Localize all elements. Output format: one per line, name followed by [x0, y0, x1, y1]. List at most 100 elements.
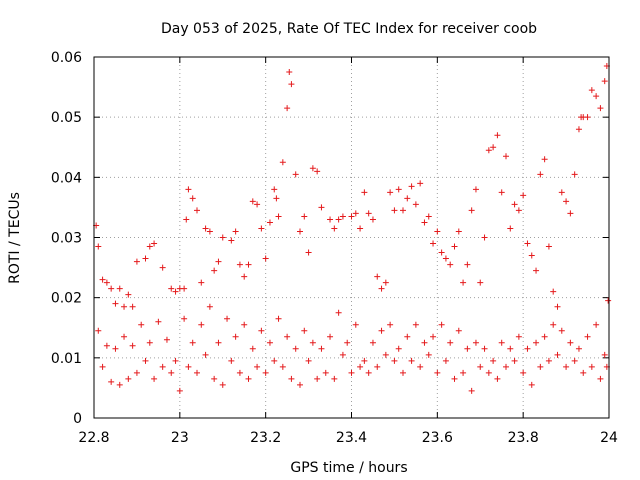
data-point: [374, 273, 381, 280]
data-points: [93, 63, 612, 394]
data-point: [438, 321, 445, 328]
data-point: [541, 333, 548, 340]
data-point: [352, 210, 359, 217]
data-point: [511, 201, 518, 208]
data-point: [211, 375, 218, 382]
data-point: [194, 207, 200, 214]
data-point: [297, 381, 303, 388]
data-point: [365, 210, 372, 217]
data-point: [125, 375, 132, 382]
x-tick-label: 23.2: [250, 430, 281, 446]
x-tick-label: 22.8: [78, 430, 109, 446]
data-point: [327, 333, 334, 340]
data-point: [507, 345, 514, 352]
data-point: [412, 201, 419, 208]
data-point: [395, 186, 402, 193]
data-point: [339, 213, 346, 220]
data-point: [558, 327, 565, 334]
data-point: [163, 336, 170, 343]
y-tick-label: 0.02: [51, 291, 82, 307]
data-point: [378, 327, 385, 334]
data-point: [292, 171, 299, 178]
data-point: [584, 114, 591, 121]
data-point: [575, 126, 582, 133]
data-point: [550, 288, 557, 295]
axis-ticks: 22.8 23 23.2 23.4 23.6 23.8 24 0 0.01 0.02 0.03 0.0…: [51, 50, 618, 446]
data-point: [228, 237, 235, 244]
data-point: [464, 261, 471, 268]
data-point: [327, 216, 334, 223]
data-point: [545, 357, 552, 364]
data-point: [408, 183, 415, 190]
data-point: [597, 105, 604, 112]
data-point: [266, 339, 273, 346]
y-tick-label: 0.03: [51, 231, 82, 247]
data-point: [155, 318, 162, 325]
data-point: [507, 225, 514, 232]
plot-frame: [93, 56, 610, 419]
data-point: [348, 369, 355, 376]
data-point: [588, 87, 595, 94]
data-point: [520, 369, 527, 376]
data-point: [503, 153, 509, 160]
data-point: [438, 249, 445, 256]
data-point: [95, 243, 102, 250]
data-point: [348, 213, 355, 220]
data-point: [498, 189, 505, 196]
data-point: [382, 351, 389, 358]
data-point: [262, 255, 269, 262]
data-point: [129, 303, 136, 310]
data-point: [219, 234, 226, 241]
data-point: [430, 240, 437, 247]
data-point: [357, 225, 364, 232]
data-point: [185, 363, 192, 370]
data-point: [249, 345, 256, 352]
data-point: [554, 351, 561, 358]
data-point: [400, 369, 406, 376]
data-point: [485, 369, 492, 376]
data-point: [116, 381, 123, 388]
data-point: [451, 375, 458, 382]
data-point: [545, 243, 552, 250]
data-point: [314, 375, 321, 382]
data-point: [365, 369, 372, 376]
data-point: [524, 345, 531, 352]
data-point: [108, 285, 115, 292]
data-point: [421, 219, 428, 226]
data-point: [601, 78, 608, 85]
data-point: [314, 168, 321, 175]
data-point: [189, 195, 196, 202]
data-point: [297, 228, 303, 235]
data-point: [305, 249, 312, 256]
data-point: [228, 357, 235, 364]
data-point: [494, 375, 501, 382]
data-point: [142, 357, 149, 364]
data-point: [468, 387, 475, 394]
data-point: [279, 159, 286, 166]
data-point: [159, 264, 166, 271]
data-point: [99, 363, 106, 370]
x-axis-label: GPS time / hours: [290, 460, 407, 476]
data-point: [593, 93, 600, 100]
data-point: [369, 339, 376, 346]
data-point: [575, 345, 582, 352]
data-point: [99, 276, 106, 283]
data-point: [451, 243, 458, 250]
y-tick-label: 0.01: [51, 351, 82, 367]
data-point: [391, 357, 398, 364]
data-point: [417, 363, 424, 370]
data-point: [447, 339, 454, 346]
data-point: [258, 225, 265, 232]
data-point: [460, 369, 467, 376]
data-point: [498, 339, 505, 346]
data-point: [331, 375, 338, 382]
data-point: [301, 213, 308, 220]
data-point: [425, 213, 432, 220]
data-point: [183, 216, 190, 223]
data-point: [382, 279, 389, 286]
data-point: [159, 363, 166, 370]
data-point: [391, 207, 398, 214]
data-point: [254, 363, 261, 370]
data-point: [275, 315, 282, 322]
data-point: [434, 369, 441, 376]
